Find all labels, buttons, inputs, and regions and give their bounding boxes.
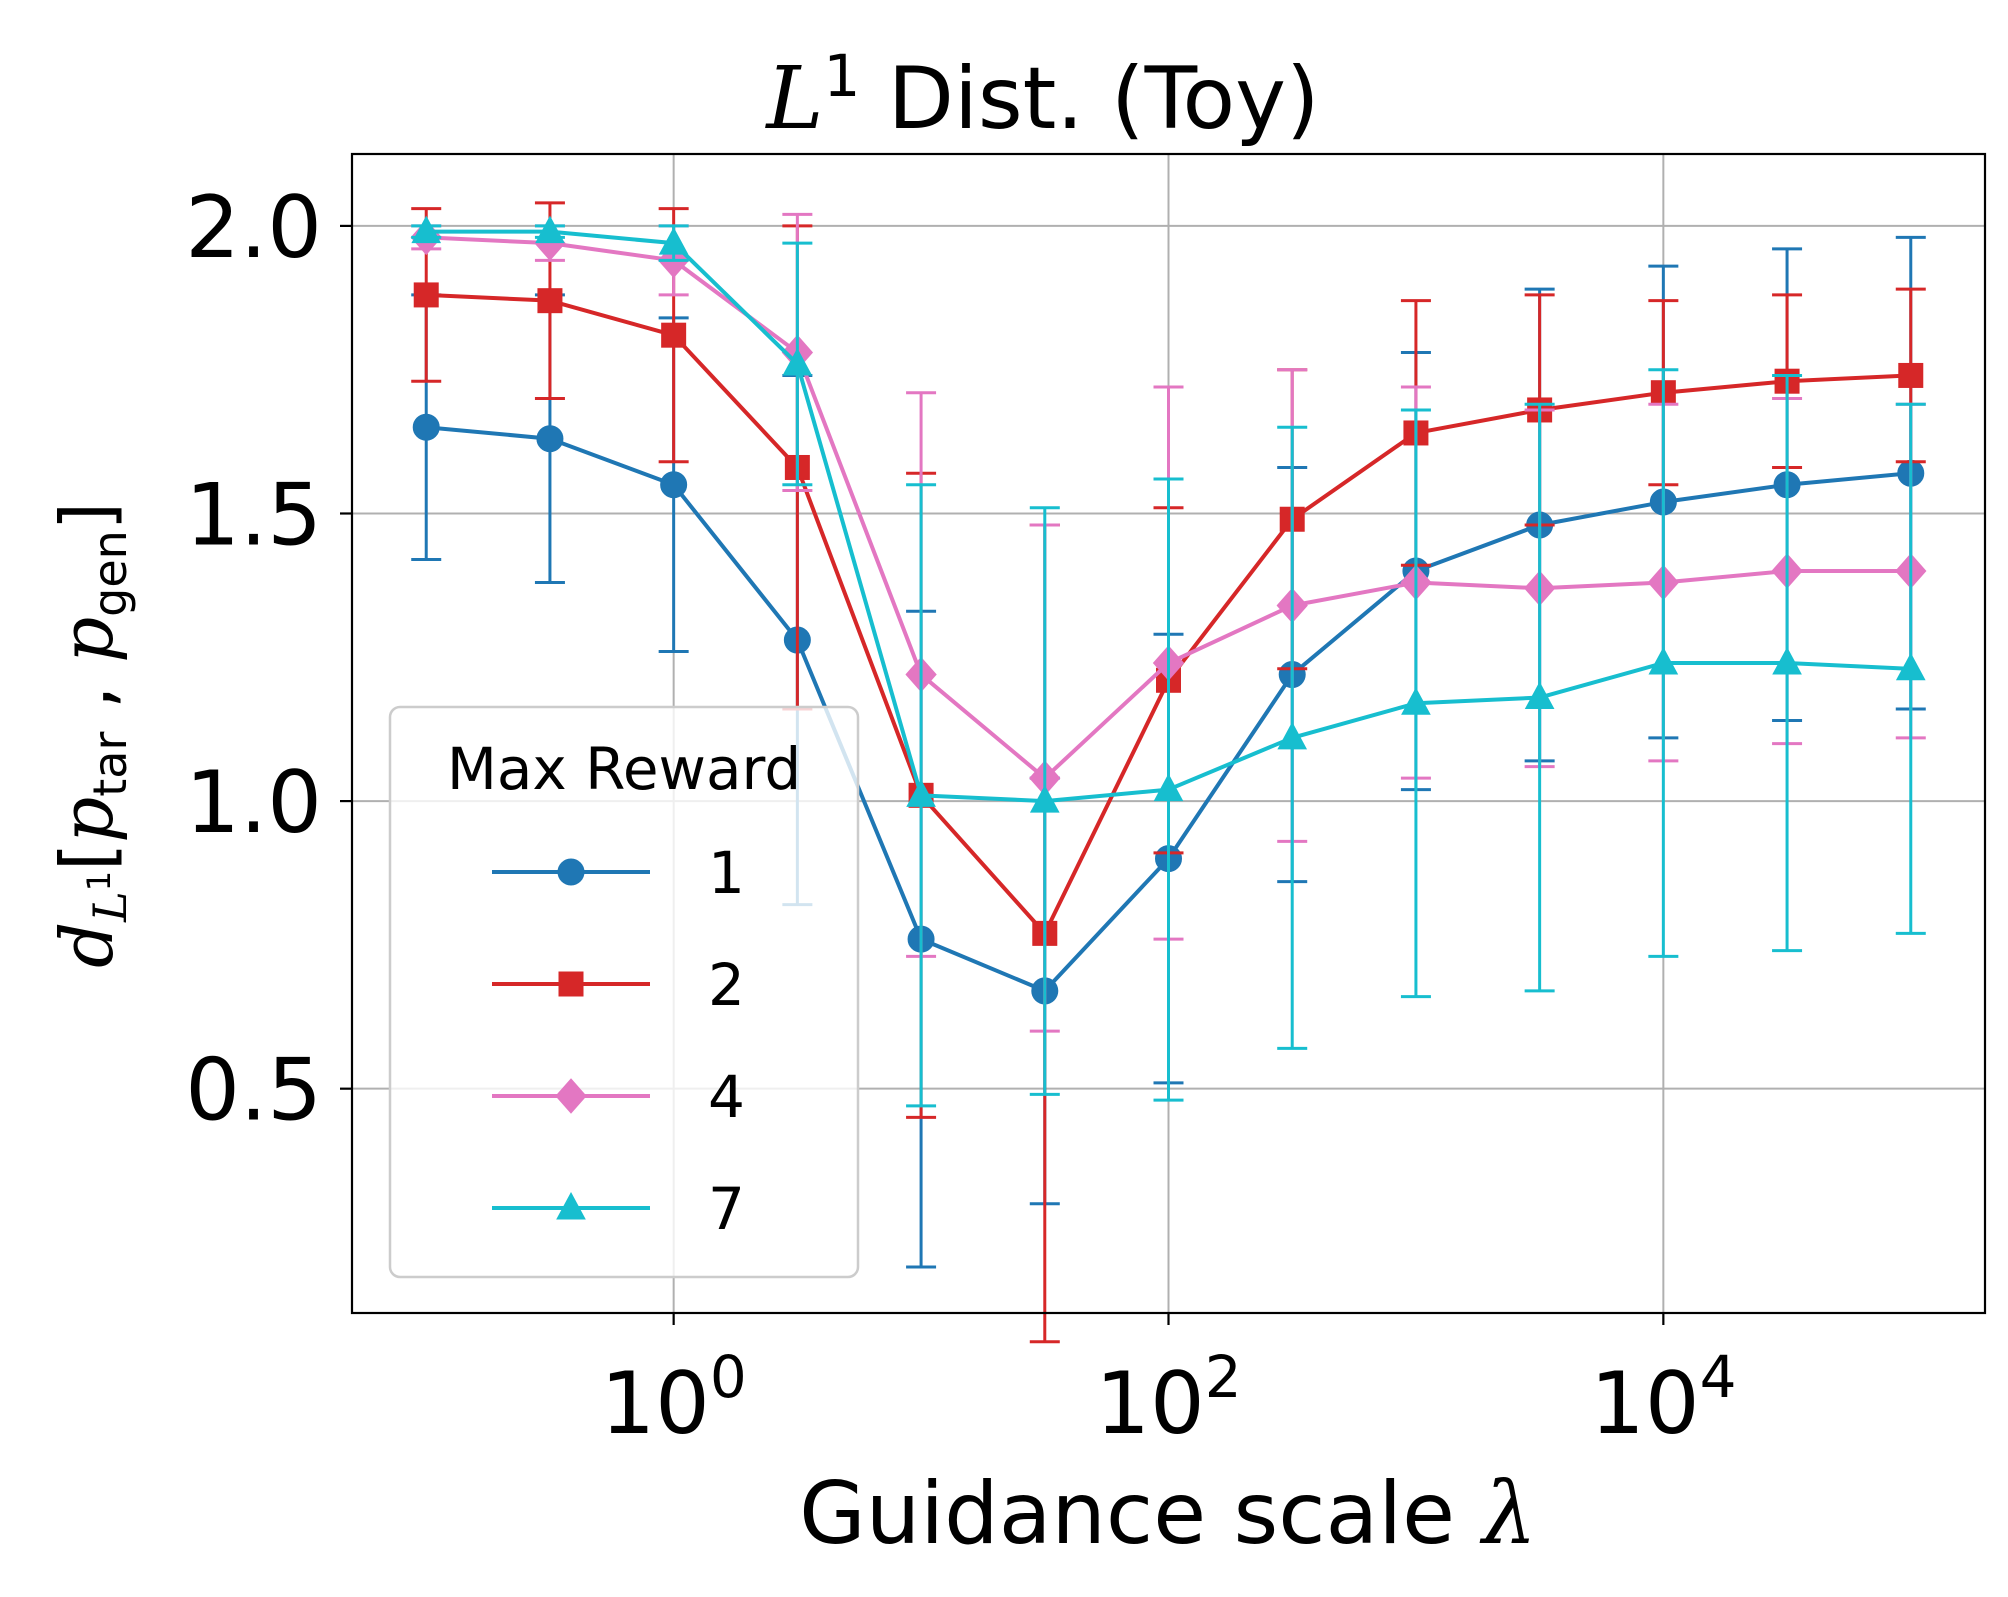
title-text: Dist. (Toy) xyxy=(860,49,1319,149)
y-label-p-generated: p xyxy=(45,617,129,663)
data-point xyxy=(1898,362,1924,388)
data-point xyxy=(1648,646,1679,675)
y-tick-label: 2.0 xyxy=(185,178,322,278)
y-axis-label: dL1[ptar , pgen] xyxy=(45,502,137,968)
y-tick-label: 0.5 xyxy=(185,1041,322,1141)
data-point xyxy=(536,425,564,453)
data-point xyxy=(1277,721,1308,750)
legend-entry: 7 xyxy=(492,1175,745,1243)
plot-area xyxy=(410,201,1927,1344)
legend-marker xyxy=(557,858,585,886)
data-point xyxy=(1401,687,1431,715)
data-point xyxy=(660,471,688,499)
data-point xyxy=(535,215,565,244)
y-label-p-target-sub: tar xyxy=(83,732,137,797)
legend-label: 1 xyxy=(708,839,745,907)
data-point xyxy=(411,215,442,244)
chart-title: L1 Dist. (Toy) xyxy=(764,42,1319,149)
data-point xyxy=(661,322,687,348)
legend-marker xyxy=(556,1191,586,1220)
y-label-d: d xyxy=(45,922,129,968)
legend-marker xyxy=(558,971,584,997)
data-point xyxy=(782,347,813,376)
y-tick-label: 1.5 xyxy=(185,465,322,565)
y-label-p-target: p xyxy=(45,797,129,843)
y-label-separator: , xyxy=(45,663,129,732)
legend-label: 4 xyxy=(708,1063,745,1131)
x-axis-label-text: Guidance scale xyxy=(799,1464,1482,1564)
legend-title: Max Reward xyxy=(447,735,801,803)
axis-ticks: 100 102 104 0.5 1.0 1.5 2.0 xyxy=(185,178,1736,1454)
data-point xyxy=(1524,681,1555,710)
legend-label: 7 xyxy=(708,1175,745,1243)
legend-label: 2 xyxy=(708,951,745,1019)
data-point xyxy=(1153,773,1184,802)
legend-box xyxy=(388,705,860,1279)
legend-marker xyxy=(555,1078,587,1114)
y-label-open-bracket: [ xyxy=(45,843,129,871)
x-axis-label-symbol: λ xyxy=(1479,1464,1537,1564)
y-tick-label: 1.0 xyxy=(185,753,322,853)
data-point xyxy=(906,779,936,807)
legend-entry: 2 xyxy=(492,951,745,1019)
legend: Max Reward 1 2 4 7 xyxy=(388,705,860,1279)
legend-entry: 4 xyxy=(492,1063,745,1131)
data-point xyxy=(1772,646,1802,675)
data-point xyxy=(537,288,563,314)
x-tick-label: 102 xyxy=(1095,1343,1241,1454)
title-symbol: L xyxy=(764,49,823,149)
series-7 xyxy=(411,215,1926,1108)
x-tick-label: 100 xyxy=(600,1343,746,1454)
data-point xyxy=(658,227,689,255)
y-label-d-sub-sup: 1 xyxy=(80,871,118,891)
data-point xyxy=(413,282,439,308)
data-point xyxy=(412,413,440,441)
legend-entries: 1 2 4 7 xyxy=(492,839,745,1243)
data-point xyxy=(1895,652,1926,681)
y-label-d-sub: L xyxy=(83,891,137,923)
legend-entry: 1 xyxy=(492,839,745,907)
x-tick-label: 104 xyxy=(1590,1343,1736,1454)
data-point xyxy=(1029,785,1060,813)
x-axis-label: Guidance scale λ xyxy=(799,1464,1537,1564)
y-label-close-bracket: ] xyxy=(45,502,129,530)
title-superscript: 1 xyxy=(824,42,861,110)
y-label-p-generated-sub: gen xyxy=(83,530,137,617)
